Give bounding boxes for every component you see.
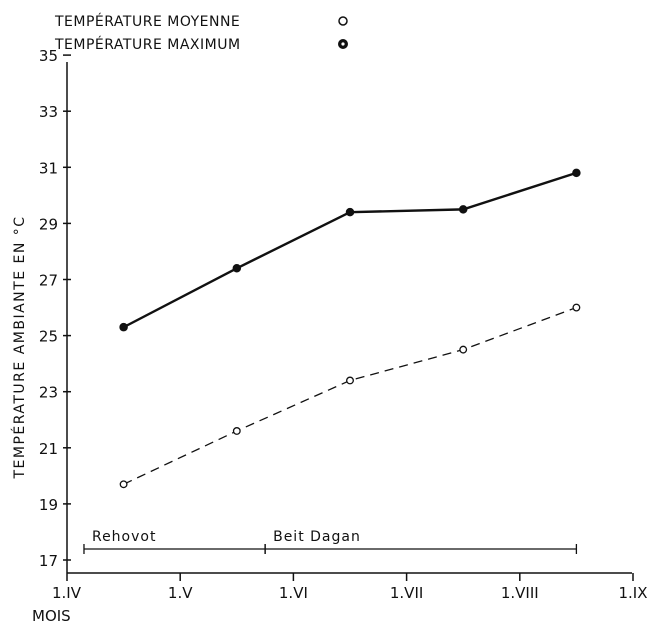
data-point <box>458 205 468 214</box>
legend: TEMPÉRATURE MOYENNE TEMPÉRATURE MAXIMUM <box>54 13 348 53</box>
y-tick-label: 17 <box>39 552 58 570</box>
x-tick-label: 1.VI <box>279 584 308 602</box>
data-point <box>345 207 355 217</box>
legend-marker-moyenne <box>338 16 348 26</box>
y-tick-label: 27 <box>39 272 58 290</box>
x-tick-label: 1.VIII <box>501 584 539 602</box>
y-tick-label: 25 <box>39 328 58 346</box>
y-tick-label: 23 <box>39 384 58 402</box>
data-point <box>232 264 242 273</box>
x-axis-title: MOIS <box>32 607 71 625</box>
y-tick-label: 21 <box>39 440 58 458</box>
data-point <box>119 322 128 332</box>
data-point <box>459 345 468 354</box>
series-line <box>123 306 577 485</box>
x-tick-label: 1.VII <box>390 584 423 602</box>
data-point <box>119 480 128 489</box>
legend-label-maximum: TEMPÉRATURE MAXIMUM <box>54 36 241 53</box>
legend-label-moyenne: TEMPÉRATURE MOYENNE <box>54 13 240 30</box>
data-point <box>572 168 581 178</box>
station-periods: Rehovot Beit Dagan <box>83 529 578 554</box>
legend-marker-maximum-center <box>341 42 345 46</box>
x-tick-label: 1.IX <box>618 584 647 602</box>
station-label: Beit Dagan <box>273 529 361 545</box>
y-axis-ticks: 17 19 21 23 25 27 29 31 33 35 <box>39 47 71 570</box>
x-tick-label: 1.V <box>168 584 193 602</box>
series-layer <box>119 168 581 489</box>
series-line <box>123 171 577 329</box>
data-point <box>572 303 581 312</box>
data-point <box>232 427 241 435</box>
y-tick-label: 35 <box>39 47 58 65</box>
y-tick-label: 19 <box>39 496 58 514</box>
x-tick-label: 1.IV <box>52 584 82 602</box>
y-axis-title: TEMPÉRATURE AMBIANTE EN °C <box>11 215 28 479</box>
y-tick-label: 33 <box>39 103 58 121</box>
data-point <box>346 376 354 385</box>
station-label: Rehovot <box>92 529 157 545</box>
x-axis-ticks: 1.IV 1.V 1.VI 1.VII 1.VIII 1.IX <box>52 573 647 602</box>
y-tick-label: 29 <box>39 215 58 233</box>
y-tick-label: 31 <box>39 159 58 177</box>
